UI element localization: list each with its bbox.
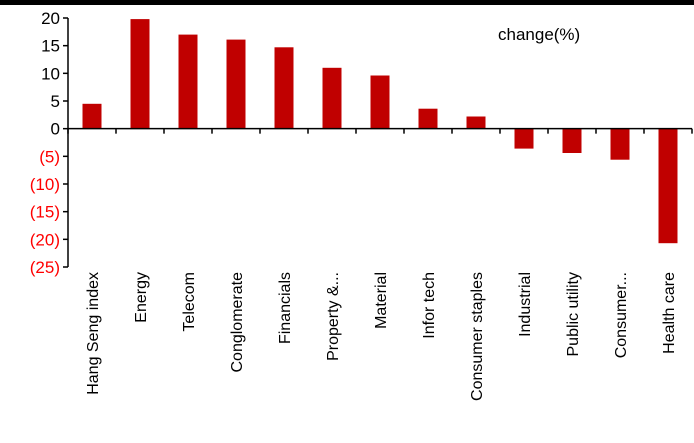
bar-6 [370,75,390,129]
y-tick-label-8: (20) [30,230,60,249]
bar-0 [82,103,102,129]
bar-10 [562,128,582,153]
y-tick-label-9: (25) [30,258,60,277]
bar-11 [610,128,630,160]
y-tick-label-3: 5 [51,92,60,111]
bar-5 [322,67,342,129]
y-tick-label-6: (10) [30,175,60,194]
x-category-label-12: Health care [661,272,678,354]
bar-12 [658,128,678,244]
bar-3 [226,39,246,129]
x-category-label-9: Industrial [517,272,534,337]
bars-group [82,19,678,244]
bar-9 [514,128,534,149]
x-category-label-1: Energy [133,272,150,323]
y-tick-label-2: 10 [41,64,60,83]
bar-2 [178,34,198,129]
bar-8 [466,116,486,129]
bar-4 [274,47,294,129]
y-tick-label-1: 15 [41,37,60,56]
x-category-label-11: Consumer... [613,272,630,358]
y-tick-label-5: (5) [39,147,60,166]
x-category-label-3: Conglomerate [229,272,246,373]
y-tick-label-0: 20 [41,9,60,28]
x-category-label-2: Telecom [181,272,198,332]
top-border [0,0,694,5]
x-category-label-5: Property &... [325,272,342,361]
legend-label: change(%) [498,25,580,44]
x-category-label-4: Financials [277,272,294,344]
x-category-label-0: Hang Seng index [85,272,102,395]
bar-7 [418,108,438,129]
axes-group [63,17,693,268]
y-tick-label-7: (15) [30,203,60,222]
x-category-label-6: Material [373,272,390,329]
y-tick-label-4: 0 [51,120,60,139]
x-category-labels: Hang Seng index Energy Telecom Conglomerate… [85,272,678,401]
x-category-label-7: Infor tech [421,272,438,339]
y-tick-labels: 20 15 10 5 0 (5) (10) (15) (20) (25) [30,9,60,277]
bar-1 [130,19,150,129]
x-category-label-8: Consumer staples [469,272,486,401]
x-category-label-10: Public utility [565,272,582,356]
